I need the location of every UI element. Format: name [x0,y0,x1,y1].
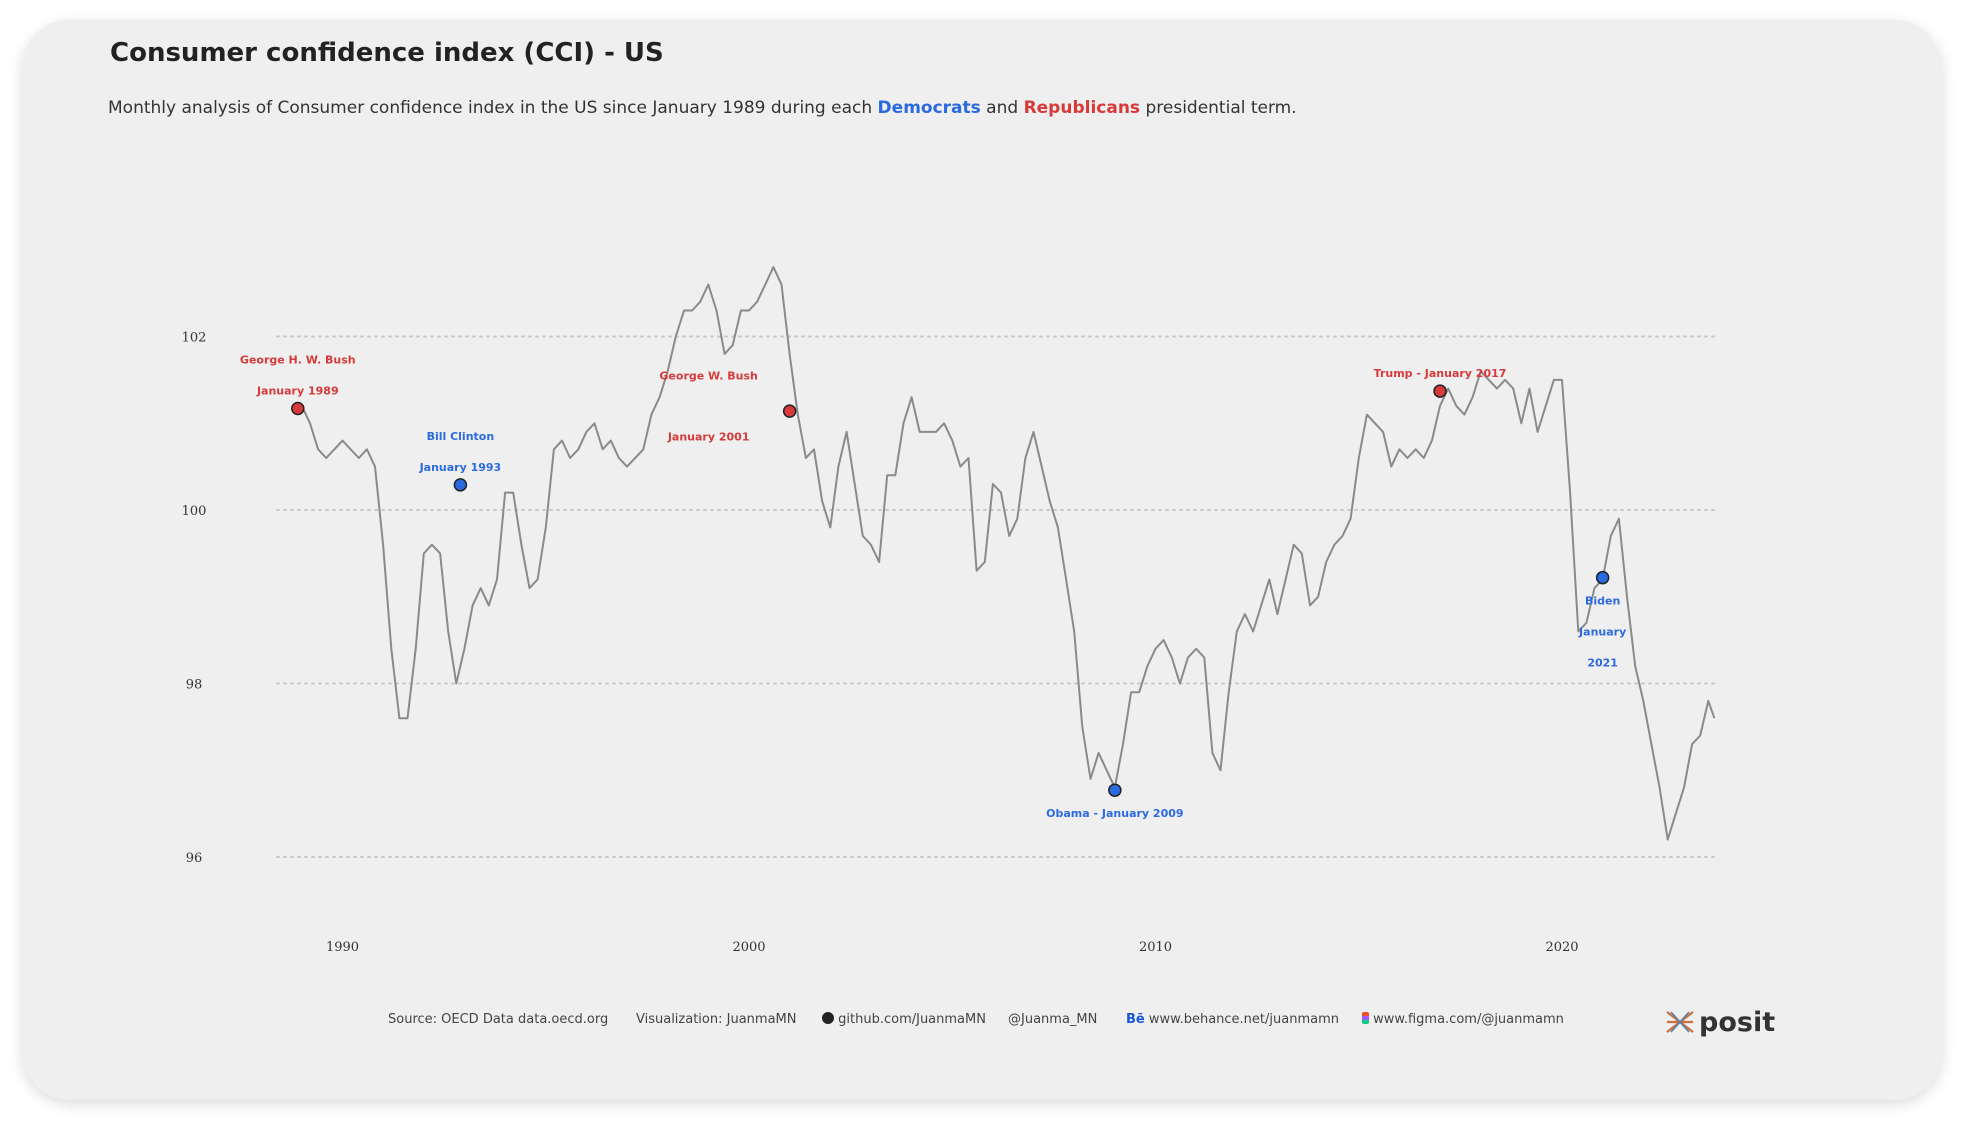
grid-lines [276,335,1718,858]
y-tick-label-100: 100 [182,504,207,519]
footer-behance-text: www.behance.net/juanmamn [1148,1012,1339,1027]
president-annotations: George H. W. Bush January 1989 Bill Clinto… [240,354,1626,821]
annotation-label-4-0: Trump - January 2017 [1374,367,1507,380]
annotation-marker-0 [291,401,305,416]
annotation-label-0-0: George H. W. Bush [240,354,356,367]
posit-mark-icon [1666,1011,1694,1033]
annotation-marker-2 [782,404,797,418]
annotation-label-5-1: January [1578,626,1626,639]
footer-behance[interactable]: Bē www.behance.net/juanmamn [1126,1012,1339,1027]
annotation-marker-3 [1108,783,1122,797]
chart-subtitle: Monthly analysis of Consumer confidence … [108,98,1297,118]
subtitle-republicans: Republicans [1023,98,1141,118]
annotation-marker-5 [1595,570,1610,585]
x-tick-label-1990: 1990 [326,940,359,955]
footer-github[interactable]: github.com/JuanmaMN [822,1012,986,1027]
footer-github-text: github.com/JuanmaMN [838,1012,986,1027]
footer-visualization: Visualization: JuanmaMN [636,1012,797,1027]
github-icon [822,1012,834,1024]
annotation-marker-1 [453,478,468,492]
x-axis-ticks: 1990 2000 2010 2020 [326,940,1579,955]
figma-icon [1362,1012,1369,1024]
footer-twitter[interactable]: @Juanma_MN [1008,1012,1098,1027]
annotation-label-0-1: January 1989 [256,385,339,398]
annotation-label-5-2: 2021 [1587,657,1618,670]
posit-logo: posit [1665,1006,1775,1038]
annotation-label-2-1: January 2001 [667,431,750,444]
subtitle-text: Monthly analysis of Consumer confidence … [108,98,878,118]
y-tick-label-98: 98 [186,678,203,693]
subtitle-democrats: Democrats [877,98,981,118]
annotation-label-1-1: January 1993 [419,461,502,474]
annotation-label-2-0: George W. Bush [659,370,757,383]
y-tick-label-102: 102 [182,331,207,346]
x-tick-label-2000: 2000 [732,940,765,955]
subtitle-and: and [980,98,1024,118]
annotation-label-3-0: Obama - January 2009 [1046,807,1183,820]
footer-source: Source: OECD Data data.oecd.org [388,1012,609,1027]
chart-title: Consumer confidence index (CCI) - US [110,38,664,68]
posit-wordmark: posit [1699,1006,1776,1038]
cci-series-line [300,266,1716,841]
subtitle-end: presidential term. [1140,98,1297,118]
behance-icon: Bē [1126,1012,1145,1027]
x-tick-label-2020: 2020 [1545,940,1578,955]
annotation-marker-4 [1433,384,1447,398]
footer-figma-text: www.figma.com/@juanmamn [1373,1012,1564,1027]
x-tick-label-2010: 2010 [1139,940,1172,955]
annotation-label-1-0: Bill Clinton [427,430,495,443]
y-axis-ticks: 96 98 100 102 [182,331,207,867]
footer-figma[interactable]: www.figma.com/@juanmamn [1362,1012,1564,1027]
annotation-label-5-0: Biden [1585,595,1620,608]
chart-card [22,20,1942,1100]
y-tick-label-96: 96 [186,851,203,866]
